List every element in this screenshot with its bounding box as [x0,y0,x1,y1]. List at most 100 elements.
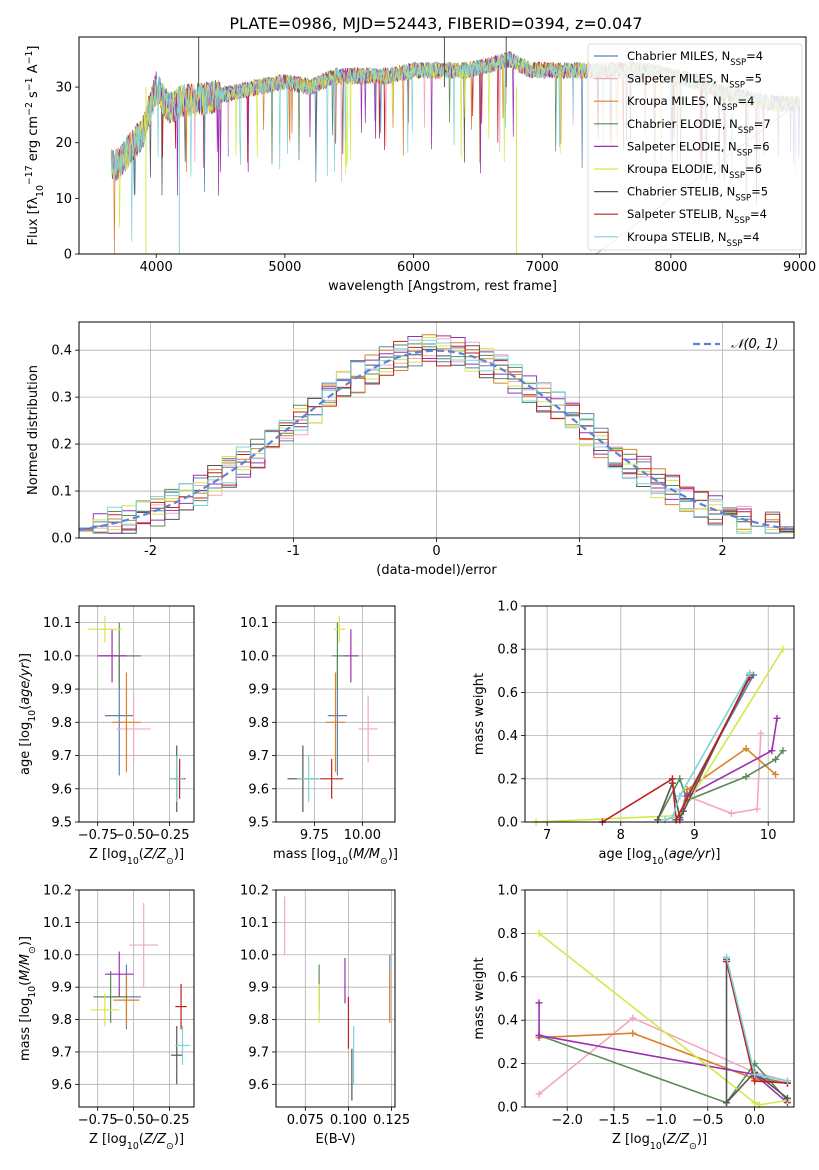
legend-box [587,43,803,251]
x-tick-label: −1.0 [645,1113,677,1128]
x-axis-label: age [log10(age/yr)] [598,847,720,867]
x-tick-label: 0.0 [744,1113,765,1128]
y-axis-label: Flux [fλ10−17 erg cm−2 s−1 A−1] [24,46,46,246]
y-tick-label: 0.6 [497,970,518,985]
y-tick-label: 10.2 [240,884,269,899]
y-tick-label: 0.0 [497,1101,518,1116]
plot-area-age_vs_mass [287,615,378,813]
x-axis-label: Z [log10(Z/Z⊙)] [89,1132,184,1152]
y-tick-label: 0.4 [51,344,72,359]
axes-residuals: -2 -1 0 1 2 0.0 0.1 0.2 0.3 0.4 (data-model)/error… [26,321,795,578]
y-tick-label: 10.1 [43,616,72,631]
y-tick-label: 0.2 [497,772,518,787]
weight-marker [723,953,731,961]
y-tick-label: 0.4 [497,729,518,744]
axes-frame [524,889,795,1108]
legend-entry: Kroupa MILES, NSSP=4 [627,94,754,113]
weight-marker [535,999,543,1007]
y-tick-label: 10.0 [240,649,269,664]
y-tick-label: 0.2 [497,1057,518,1072]
y-tick-label: 10.0 [43,948,72,963]
y-tick-label: 9.6 [51,1078,72,1093]
x-axis-label: Z [log10(Z/Z⊙)] [89,847,184,867]
x-tick-label: −2.0 [551,1113,583,1128]
weight-marker [768,747,776,755]
axes-frame [524,605,795,823]
x-tick-label: 7000 [526,260,559,275]
x-tick-label: −0.50 [114,1113,154,1128]
x-axis-label: wavelength [Angstrom, rest frame] [328,279,557,294]
y-axis-label: mass weight [472,673,487,755]
weight-line-6 [725,959,788,1105]
weight-line-3 [538,1034,788,1104]
x-tick-label: 0.100 [330,1113,367,1128]
x-tick-label: −0.75 [78,828,118,843]
plot-area-weight_vs_Z [535,929,791,1109]
axes-frame [78,321,795,539]
y-tick-label: 9.9 [51,981,72,996]
y-tick-label: 9.6 [51,782,72,797]
y-tick-label: 9.9 [51,683,72,698]
x-tick-label: 9 [690,828,698,843]
weight-marker [751,1070,759,1078]
x-tick-label: −0.25 [150,828,190,843]
y-tick-label: 0.0 [497,816,518,831]
x-tick-label: 5000 [268,260,301,275]
weight-line-3 [656,750,784,821]
weight-marker [779,645,787,653]
y-tick-label: 0 [64,248,72,263]
y-tick-label: 0.1 [51,485,72,500]
legend-entry: Salpeter MILES, NSSP=5 [627,72,762,91]
weight-line-8 [725,957,788,1082]
weight-line-7 [725,961,788,1084]
axes-mass_vs_ebv: 0.075 0.100 0.125 9.6 9.7 9.8 9.9 10.0 10.1 10.2 E… [240,884,410,1148]
y-tick-label: 9.8 [248,716,269,731]
y-tick-label: 9.5 [51,816,72,831]
y-axis-label: Normed distribution [26,365,41,495]
y-tick-label: 10 [55,192,72,207]
y-tick-label: 0.3 [51,391,72,406]
y-tick-label: 0.2 [51,438,72,453]
weight-line-1 [538,1017,788,1095]
x-tick-label: −0.5 [692,1113,724,1128]
y-tick-label: 10.0 [43,649,72,664]
x-tick-label: 0 [432,544,440,559]
y-tick-label: 9.6 [248,782,269,797]
y-tick-label: 9.7 [248,749,269,764]
weight-line-4 [538,1002,788,1104]
axes-spectrum: 4000 5000 6000 7000 8000 9000 0 10 20 30 wavelengt… [24,36,816,294]
weight-marker [723,1099,731,1107]
weight-marker [535,1090,543,1098]
figure-title: PLATE=0986, MJD=52443, FIBERID=0394, z=0… [229,14,642,33]
y-axis-label: mass [log10(M/M⊙)] [18,936,38,1061]
y-tick-label: 10.0 [240,948,269,963]
x-tick-label: 8000 [654,260,687,275]
x-tick-label: -1 [287,544,300,559]
histogram-6 [79,345,794,534]
weight-marker [668,814,676,822]
plot-area-mass_vs_ebv [284,896,391,1101]
x-tick-label: 1 [575,544,583,559]
axes-age_vs_mass: 9.75 10.00 9.5 9.6 9.7 9.8 9.9 10.0 10.1 mass [lo… [240,605,398,867]
y-tick-label: 9.8 [51,716,72,731]
x-tick-label: 10 [760,828,777,843]
x-tick-label: 9.75 [300,828,329,843]
x-tick-label: −1.5 [598,1113,630,1128]
y-tick-label: 1.0 [497,600,518,615]
y-tick-label: 10.1 [240,616,269,631]
axes-frame [78,889,195,1108]
legend-entry: Chabrier MILES, NSSP=4 [627,49,763,68]
weight-marker [629,1029,637,1037]
y-tick-label: 9.7 [248,1045,269,1060]
y-tick-label: 10.1 [240,916,269,931]
weight-marker [742,745,750,753]
y-tick-label: 0.6 [497,686,518,701]
weight-marker [751,1077,759,1085]
x-axis-label: E(B-V) [315,1132,355,1147]
weight-marker [746,669,754,677]
x-tick-label: 0.075 [287,1113,324,1128]
x-axis-label: (data-model)/error [376,563,497,578]
plot-area-residuals [78,334,795,534]
y-tick-label: 9.7 [51,1045,72,1060]
axes-mass_vs_Z: −0.75−0.50−0.25 9.6 9.7 9.8 9.9 10.0 10.1 10.2 Z… [18,884,195,1152]
